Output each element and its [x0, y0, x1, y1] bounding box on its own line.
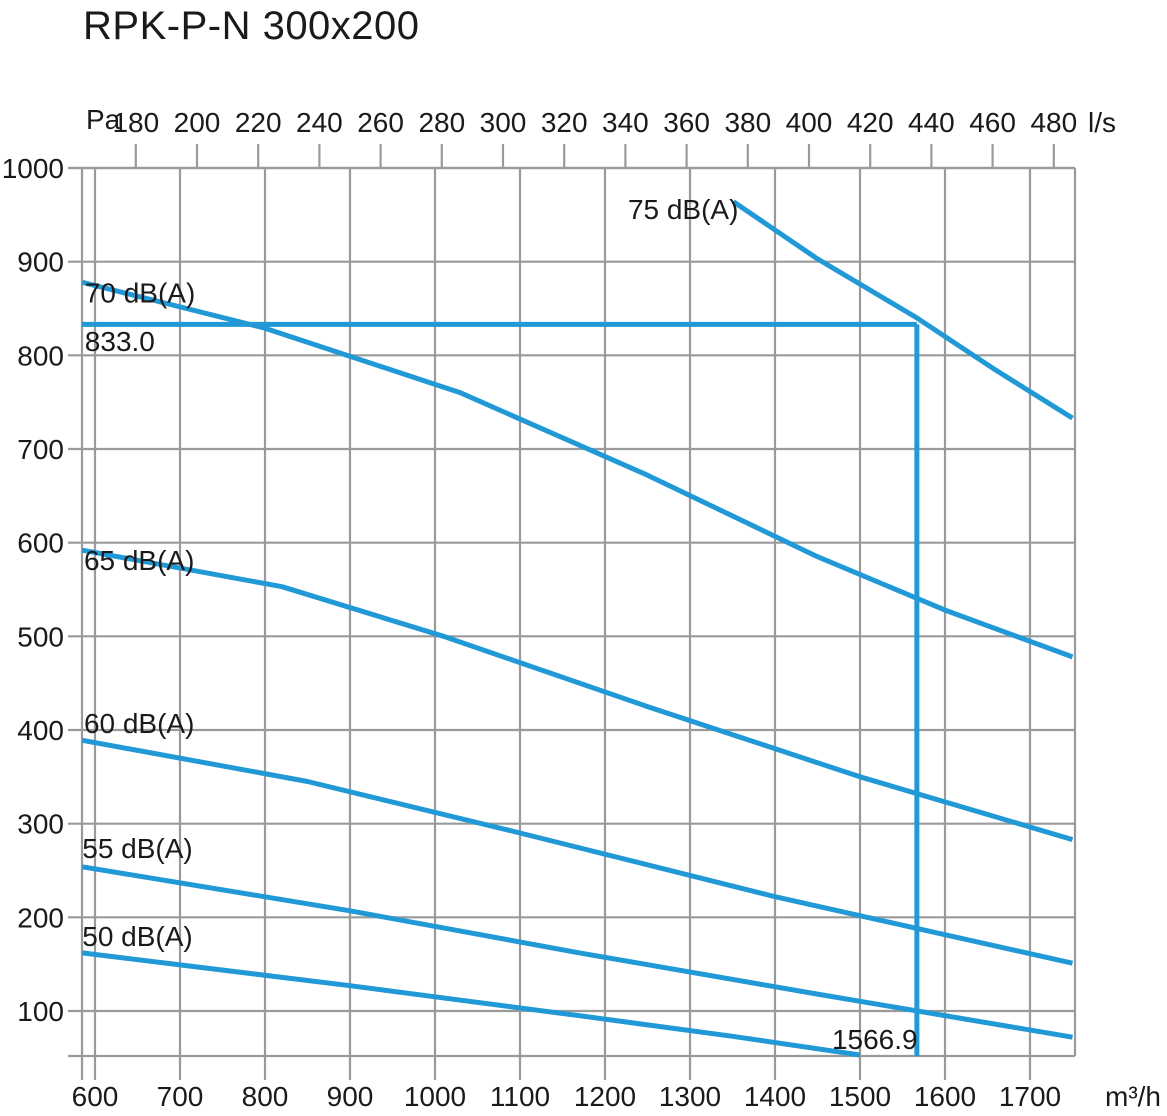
curve-label-50-dBA: 50 dB(A) — [82, 921, 193, 952]
x-tick-label-600: 600 — [72, 1081, 119, 1112]
curve-label-65-dBA: 65 dB(A) — [84, 545, 195, 576]
operating-flow-value-label: 1566.9 — [832, 1024, 918, 1055]
y-tick-label-800: 800 — [17, 340, 64, 371]
top-tick-label-400: 400 — [786, 107, 833, 138]
top-tick-label-300: 300 — [480, 107, 527, 138]
x-tick-label-1000: 1000 — [404, 1081, 466, 1112]
y-tick-label-700: 700 — [17, 434, 64, 465]
top-tick-label-340: 340 — [602, 107, 649, 138]
noise-curve-65 — [81, 547, 1074, 842]
noise-curve-75 — [731, 199, 1074, 421]
y-tick-label-500: 500 — [17, 621, 64, 652]
x-tick-label-1300: 1300 — [659, 1081, 721, 1112]
x-tick-label-1700: 1700 — [999, 1081, 1061, 1112]
y-tick-label-400: 400 — [17, 715, 64, 746]
noise-curve-50 — [81, 950, 861, 1058]
x-tick-label-1600: 1600 — [914, 1081, 976, 1112]
x-tick-label-1200: 1200 — [574, 1081, 636, 1112]
top-tick-label-200: 200 — [174, 107, 221, 138]
y-tick-label-200: 200 — [17, 902, 64, 933]
top-tick-label-180: 180 — [112, 107, 159, 138]
y-tick-label-600: 600 — [17, 528, 64, 559]
top-tick-label-460: 460 — [969, 107, 1016, 138]
top-axis-unit-label: l/s — [1088, 107, 1116, 138]
x-tick-label-1500: 1500 — [829, 1081, 891, 1112]
top-tick-label-240: 240 — [296, 107, 343, 138]
noise-curve-70 — [81, 279, 1074, 660]
curve-label-70-dBA: 70 dB(A) — [85, 277, 196, 308]
top-tick-label-440: 440 — [908, 107, 955, 138]
x-tick-label-1400: 1400 — [744, 1081, 806, 1112]
x-tick-label-1100: 1100 — [490, 1081, 550, 1112]
curve-label-60-dBA: 60 dB(A) — [84, 708, 195, 739]
noise-curve-55 — [81, 864, 1073, 1040]
x-tick-label-700: 700 — [157, 1081, 204, 1112]
x-tick-label-900: 900 — [327, 1081, 374, 1112]
bottom-axis-unit-label: m³/h — [1105, 1081, 1161, 1112]
noise-curve-60 — [81, 737, 1074, 966]
curve-label-75-dBA: 75 dB(A) — [628, 194, 739, 225]
top-tick-label-420: 420 — [847, 107, 894, 138]
chart-title: RPK-P-N 300x200 — [83, 4, 420, 48]
top-tick-label-360: 360 — [663, 107, 710, 138]
top-tick-label-260: 260 — [357, 107, 404, 138]
y-tick-label-300: 300 — [17, 809, 64, 840]
x-tick-label-800: 800 — [242, 1081, 289, 1112]
y-tick-label-100: 100 — [17, 996, 64, 1027]
y-tick-label-1000: 1000 — [2, 153, 64, 184]
top-tick-label-380: 380 — [724, 107, 771, 138]
top-tick-label-220: 220 — [235, 107, 282, 138]
y-tick-label-900: 900 — [17, 247, 64, 278]
curve-label-55-dBA: 55 dB(A) — [82, 833, 193, 864]
top-tick-label-480: 480 — [1030, 107, 1077, 138]
top-tick-label-280: 280 — [418, 107, 465, 138]
operating-pressure-value-label: 833.0 — [85, 326, 155, 357]
y-axis-unit-label: Pa — [86, 104, 121, 135]
top-tick-label-320: 320 — [541, 107, 588, 138]
